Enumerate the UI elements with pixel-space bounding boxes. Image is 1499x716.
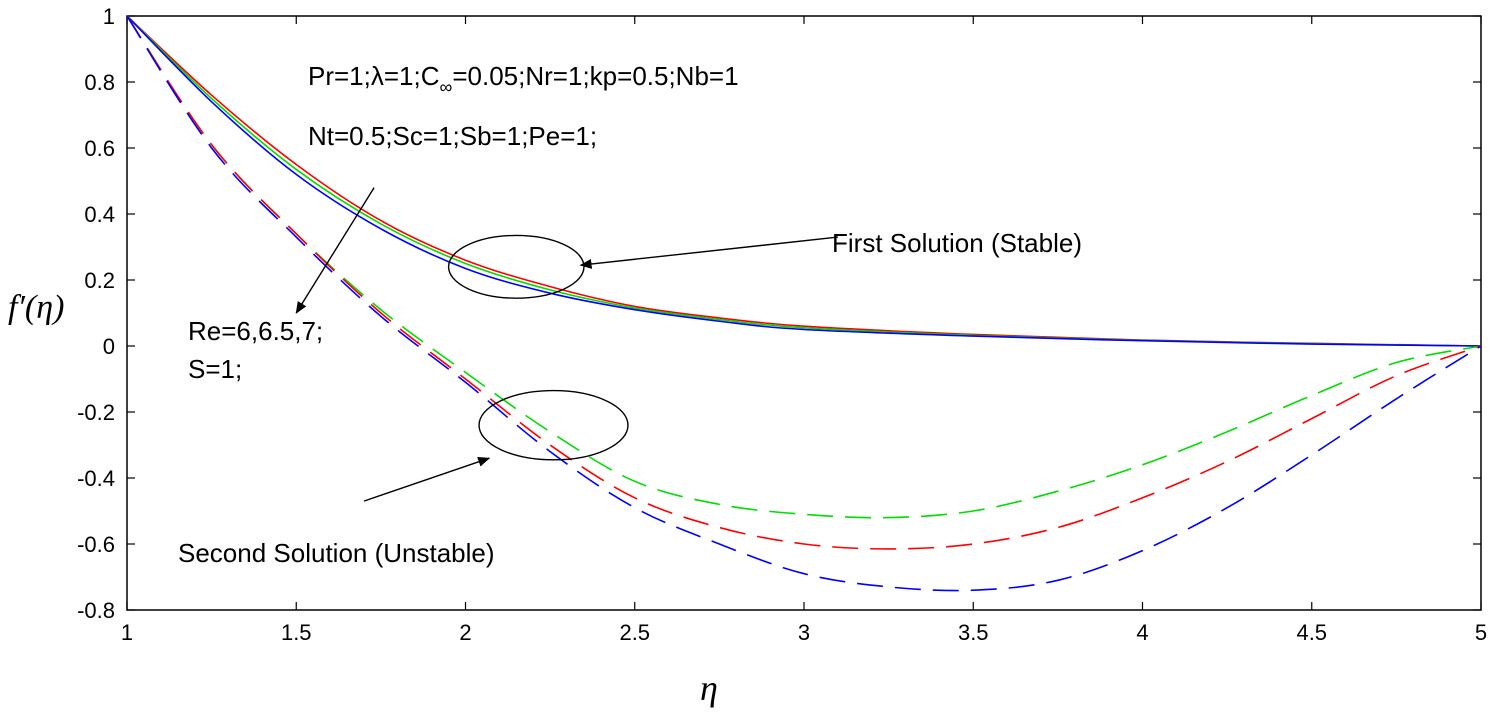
x-tick-label: 5 xyxy=(1475,620,1487,645)
second-solution-ellipse xyxy=(478,389,629,461)
y-tick-label: -0.2 xyxy=(77,400,115,425)
params-line-1: Pr=1;λ=1;C∞=0.05;Nr=1;kp=0.5;Nb=1 xyxy=(308,61,739,97)
second-solution-label: Second Solution (Unstable) xyxy=(178,538,495,568)
y-tick-label: 0.6 xyxy=(84,136,115,161)
y-tick-label: 0.8 xyxy=(84,70,115,95)
series-line-second-blue xyxy=(126,15,1482,592)
y-tick-label: 0.2 xyxy=(84,268,115,293)
series-line-first-blue xyxy=(126,15,1482,347)
params-line-2: Nt=0.5;Sc=1;Sb=1;Pe=1; xyxy=(308,121,597,151)
x-axis-label: η xyxy=(700,668,718,708)
first-solution-arrow xyxy=(579,236,838,269)
y-tick-label: -0.4 xyxy=(77,466,115,491)
x-tick-label: 4 xyxy=(1136,620,1148,645)
annotation-shapes xyxy=(295,187,838,502)
first-solution-label: First Solution (Stable) xyxy=(832,228,1082,258)
series-layer xyxy=(126,15,1482,592)
second-solution-arrow xyxy=(363,457,491,502)
series-line-second-red xyxy=(126,15,1482,550)
y-tick-label: 0 xyxy=(103,334,115,359)
y-tick-label: 0.4 xyxy=(84,202,115,227)
x-axis-ticks: 1 1.5 2 2.5 3 3.5 4 4.5 5 xyxy=(121,16,1487,645)
y-axis-label: f′(η) xyxy=(8,289,64,326)
plot-area xyxy=(126,15,1482,611)
y-axis-ticks: -0.8 -0.6 -0.4 -0.2 0 0.2 0.4 0.6 0.8 1 xyxy=(77,4,1481,623)
x-tick-label: 2.5 xyxy=(619,620,650,645)
x-tick-label: 1 xyxy=(121,620,133,645)
x-tick-label: 1.5 xyxy=(281,620,312,645)
x-tick-label: 3.5 xyxy=(958,620,989,645)
y-tick-label: -0.8 xyxy=(77,598,115,623)
y-tick-label: -0.6 xyxy=(77,532,115,557)
re-direction-arrow xyxy=(295,187,375,314)
x-tick-label: 3 xyxy=(798,620,810,645)
x-tick-label: 2 xyxy=(459,620,471,645)
re-values-label: Re=6,6.5,7; xyxy=(188,316,323,346)
y-tick-label: 1 xyxy=(103,4,115,29)
x-tick-label: 4.5 xyxy=(1296,620,1327,645)
s-value-label: S=1; xyxy=(188,354,242,384)
